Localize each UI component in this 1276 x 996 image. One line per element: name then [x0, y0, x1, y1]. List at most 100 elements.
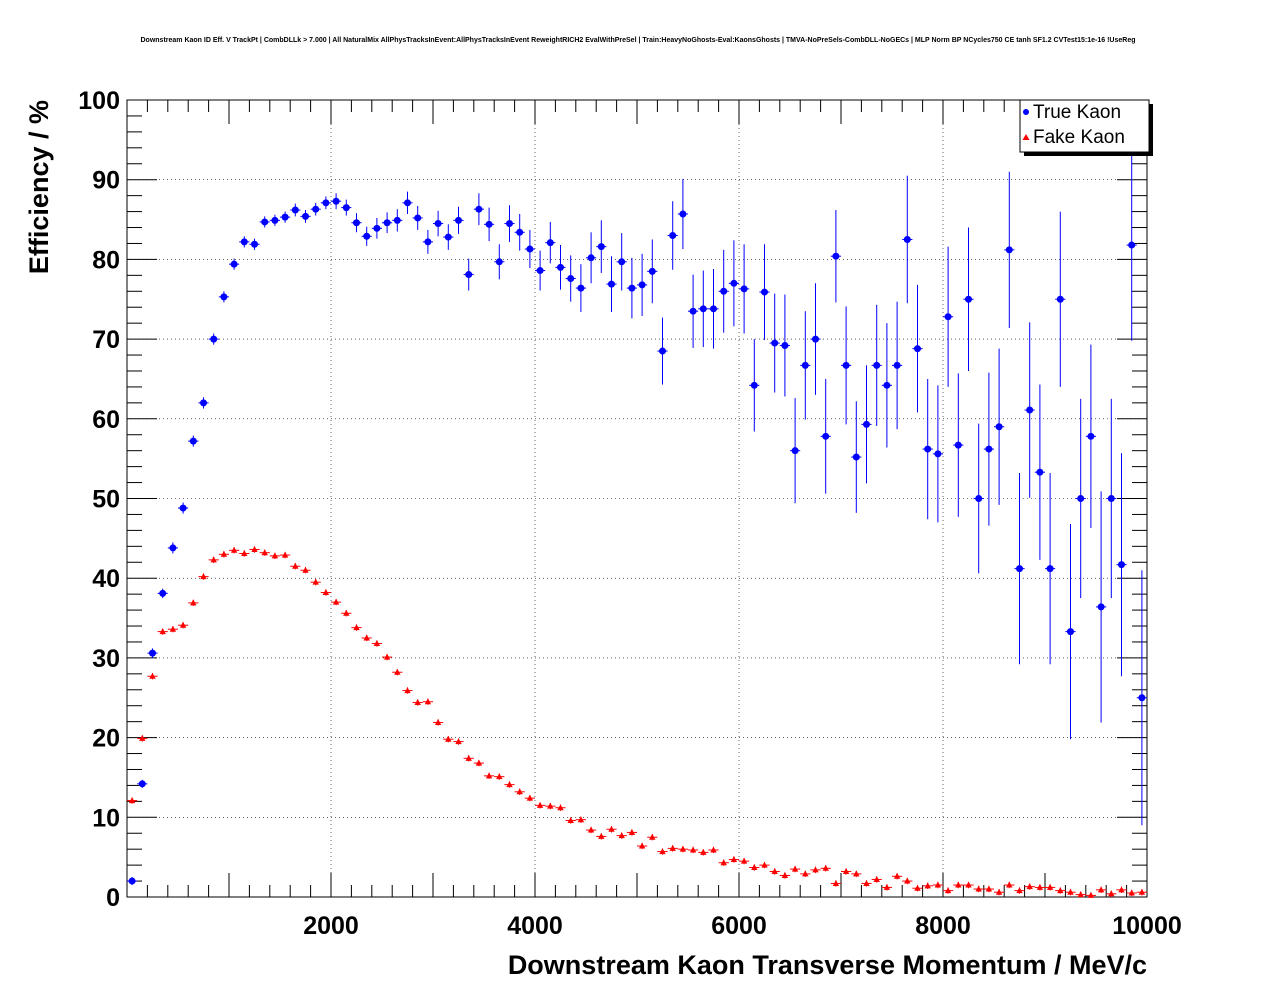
data-point	[577, 816, 585, 823]
data-point	[210, 556, 217, 563]
data-point	[465, 271, 473, 279]
data-point	[975, 885, 982, 892]
data-point	[159, 628, 166, 635]
data-point	[261, 549, 268, 556]
y-tick-label: 0	[106, 884, 120, 912]
data-point	[1067, 888, 1074, 895]
legend-true-kaon-marker	[1023, 109, 1029, 115]
data-point	[1016, 565, 1023, 573]
data-point	[648, 267, 656, 275]
data-point	[1128, 241, 1136, 249]
data-point	[302, 566, 309, 573]
data-point	[965, 881, 972, 888]
data-point	[1118, 561, 1125, 569]
data-point	[965, 295, 972, 303]
data-point	[1036, 883, 1044, 890]
data-point	[434, 718, 442, 725]
y-tick-label: 40	[92, 565, 120, 593]
data-point	[251, 240, 258, 248]
data-point	[363, 634, 370, 641]
data-point	[189, 437, 197, 445]
data-point	[149, 649, 156, 657]
data-point	[985, 885, 993, 892]
data-point	[883, 883, 891, 890]
data-point	[924, 445, 932, 453]
data-point	[934, 881, 942, 888]
data-point	[414, 699, 421, 706]
data-point	[832, 252, 840, 260]
data-point	[689, 307, 697, 315]
data-point	[1138, 888, 1146, 895]
data-point	[801, 361, 809, 369]
data-point	[975, 495, 983, 502]
data-point	[220, 550, 228, 557]
data-point	[934, 450, 942, 458]
data-point	[342, 204, 350, 212]
data-point	[822, 864, 829, 871]
data-point	[526, 245, 534, 253]
data-point	[638, 842, 646, 849]
data-point	[546, 239, 554, 247]
y-tick-label: 80	[92, 246, 120, 274]
data-point	[547, 802, 554, 809]
data-point	[139, 734, 146, 741]
x-tick-label: 2000	[303, 912, 359, 940]
data-point	[1046, 565, 1054, 573]
data-point	[485, 772, 493, 779]
data-point	[414, 214, 422, 222]
data-point	[363, 232, 371, 240]
data-point	[577, 284, 585, 292]
data-point	[1077, 891, 1084, 898]
data-point	[506, 781, 513, 788]
data-point	[526, 794, 534, 801]
data-point	[383, 219, 391, 227]
data-point	[261, 218, 269, 226]
data-point	[445, 735, 452, 742]
x-tick-label: 4000	[507, 912, 563, 940]
data-point	[649, 833, 656, 840]
data-point	[506, 220, 513, 228]
legend-box	[1019, 99, 1150, 153]
data-point	[220, 293, 228, 301]
data-point	[710, 846, 717, 853]
data-point	[883, 381, 891, 389]
y-tick-label: 90	[92, 167, 120, 195]
data-point	[128, 797, 136, 804]
data-point	[1087, 432, 1095, 440]
data-point	[638, 281, 646, 289]
legend-fake-kaon-marker	[1022, 134, 1030, 140]
data-series	[127, 149, 1147, 898]
data-point	[1138, 694, 1146, 702]
data-point	[812, 335, 819, 343]
data-point	[1036, 468, 1044, 476]
data-point	[404, 199, 411, 207]
y-tick-labels: 0 10 20 30 40 50 60 70 80 90 100	[78, 87, 120, 912]
data-point	[404, 687, 411, 694]
data-point	[536, 801, 544, 808]
series-fake-kaon	[127, 546, 1147, 898]
data-point	[659, 848, 666, 855]
data-point	[455, 216, 462, 224]
data-point	[1067, 628, 1074, 636]
data-point	[955, 881, 962, 888]
y-tick-label: 100	[78, 87, 120, 115]
data-point	[322, 589, 330, 596]
data-point	[995, 888, 1003, 895]
legend-true-kaon-label: True Kaon	[1033, 102, 1121, 123]
data-point	[322, 199, 330, 207]
y-tick-label: 30	[92, 645, 120, 673]
data-point	[914, 884, 921, 891]
data-point	[353, 624, 360, 631]
data-point	[200, 573, 207, 580]
data-point	[496, 773, 503, 780]
data-point	[597, 243, 605, 251]
data-point	[169, 625, 177, 632]
data-point	[485, 220, 493, 228]
data-point	[903, 235, 911, 243]
data-point	[1108, 890, 1115, 897]
y-axis-title: Efficiency / %	[24, 100, 54, 274]
data-point	[700, 848, 707, 855]
data-point	[710, 305, 717, 313]
data-point	[128, 877, 136, 885]
data-point	[587, 826, 595, 833]
